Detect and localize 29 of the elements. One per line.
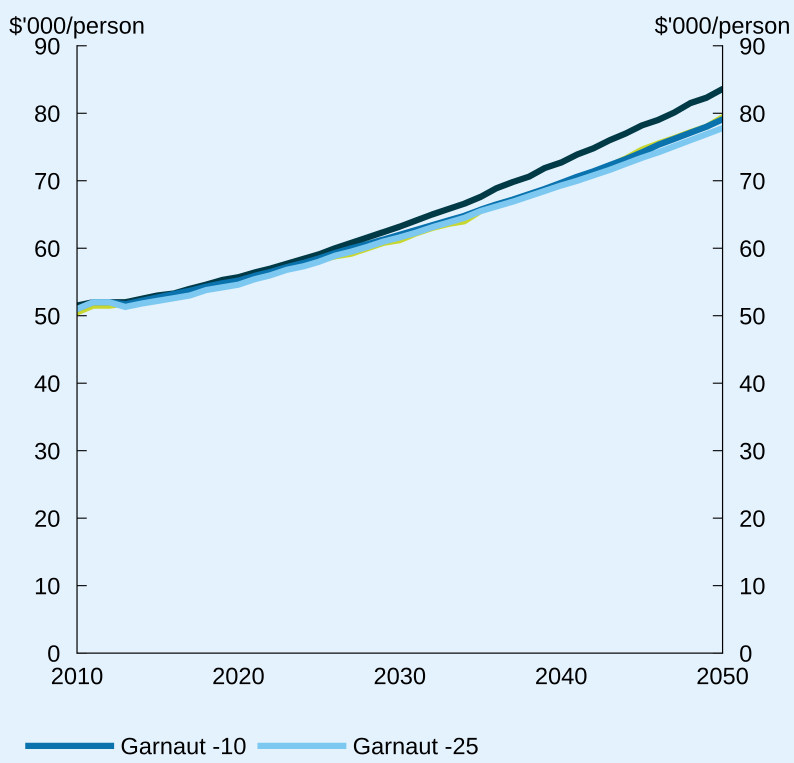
y-tick-label: 30 — [34, 442, 60, 460]
y-axis-title: $'000/person — [9, 16, 144, 38]
y-tick-label: 90 — [35, 38, 60, 55]
y2-tick-label: 70 — [740, 172, 765, 190]
x-tick-label: 2050 — [697, 668, 748, 684]
y2-tick-label: 80 — [740, 105, 765, 122]
y-tick-label: 40 — [34, 375, 60, 392]
x-tick-label: 2030 — [374, 668, 426, 684]
y2-tick-label: 20 — [740, 510, 765, 527]
y-tick-label: 70 — [35, 172, 60, 190]
y-tick-label: 60 — [35, 240, 60, 258]
y2-tick-label: 40 — [740, 375, 765, 392]
x-tick-label: 2040 — [536, 668, 586, 684]
y-tick-label: 10 — [36, 578, 60, 594]
y-tick-label: 80 — [35, 105, 60, 122]
y-tick-label: 0 — [48, 645, 60, 662]
y2-tick-label: 30 — [740, 442, 765, 460]
x-tick-label: 2020 — [213, 668, 264, 684]
y2-axis-title: $'000/person — [654, 16, 789, 38]
legend-label: Garnaut -25 — [354, 738, 478, 754]
y-tick-label: 50 — [35, 308, 60, 324]
legend-label: Garnaut -10 — [122, 738, 246, 754]
y2-tick-label: 60 — [740, 240, 765, 258]
y2-tick-label: 10 — [741, 578, 765, 594]
y2-tick-label: 50 — [740, 308, 765, 324]
y2-tick-label: 90 — [740, 38, 765, 55]
y2-tick-label: 0 — [740, 645, 752, 662]
y-tick-label: 20 — [35, 510, 60, 527]
x-tick-label: 2010 — [52, 668, 102, 684]
